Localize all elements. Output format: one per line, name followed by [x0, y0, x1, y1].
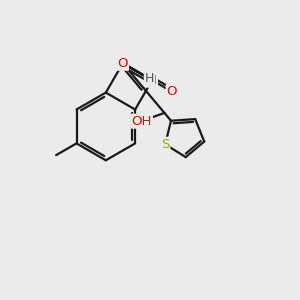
Text: N: N [147, 74, 157, 87]
Text: OH: OH [131, 115, 152, 128]
Text: O: O [118, 57, 128, 70]
Text: H: H [145, 72, 154, 85]
Text: S: S [161, 138, 170, 151]
Text: O: O [167, 85, 177, 98]
